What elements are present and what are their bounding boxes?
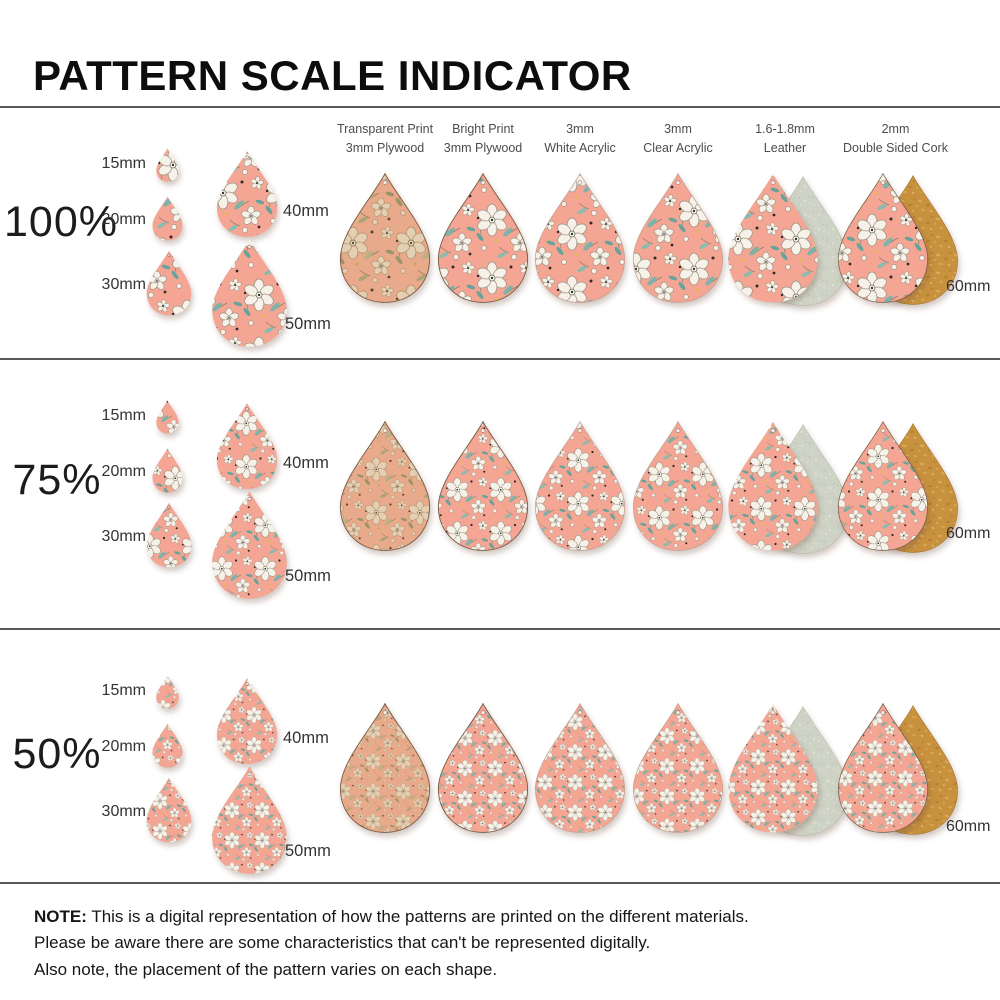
page-title: PATTERN SCALE INDICATOR (33, 52, 632, 100)
size-label-50mm: 50mm (285, 567, 331, 585)
column-header-bright-plywood: Bright Print 3mm Plywood (443, 122, 523, 155)
size-label-40mm: 40mm (283, 202, 329, 220)
teardrop-40mm (216, 678, 278, 764)
teardrop-30mm (146, 777, 192, 843)
sample-clear-acrylic (633, 702, 723, 833)
sample-white-acrylic (535, 420, 625, 551)
column-header-clear-acrylic: 3mm Clear Acrylic (643, 122, 713, 155)
column-header-white-acrylic: 3mm White Acrylic (544, 122, 616, 155)
teardrop-15mm (156, 675, 179, 709)
scale-row-50: 50% 15mm 20mm 30mm 40mm 50mm 60mm (0, 628, 1000, 882)
size-label-30mm: 30mm (101, 276, 146, 293)
teardrop-20mm (152, 723, 183, 768)
sample-leather-pair (727, 172, 853, 312)
column-header-transparent-plywood: Transparent Print 3mm Plywood (336, 122, 434, 155)
note-line-2: Please be aware there are some character… (34, 933, 651, 953)
scale-row-75: 75% 15mm 20mm 30mm 40mm 50mm 60mm (0, 358, 1000, 628)
sample-leather-pair (727, 420, 853, 560)
column-header-cork: 2mm Double Sided Cork (843, 122, 948, 155)
teardrop-40mm (216, 403, 278, 489)
teardrop-20mm (152, 448, 183, 493)
size-label-20mm: 20mm (101, 738, 146, 755)
size-label-20mm: 20mm (101, 463, 146, 480)
sample-transparent-plywood (339, 702, 431, 833)
column-header-leather: 1.6-1.8mm Leather (755, 122, 815, 155)
sample-cork-pair (837, 702, 963, 842)
sample-clear-acrylic (633, 420, 723, 551)
size-label-20mm: 20mm (101, 211, 146, 228)
sample-leather-front (728, 173, 818, 303)
sample-cork-pair (837, 172, 963, 312)
sample-transparent-plywood (339, 420, 431, 551)
scale-row-100: Transparent Print 3mm Plywood Bright Prin… (0, 106, 1000, 358)
sample-bright-plywood (437, 702, 529, 833)
sample-clear-acrylic (633, 172, 723, 303)
note-line-1: NOTE: This is a digital representation o… (34, 907, 749, 926)
sample-leather-front (728, 421, 818, 551)
size-label-30mm: 30mm (101, 803, 146, 820)
sample-cork-front (838, 172, 928, 303)
size-label-15mm: 15mm (101, 407, 146, 424)
size-label-30mm: 30mm (101, 528, 146, 545)
size-label-40mm: 40mm (283, 729, 329, 747)
teardrop-15mm (156, 148, 179, 182)
scale-percent-label: 50% (12, 730, 102, 778)
scale-percent-label: 75% (12, 456, 102, 504)
sample-transparent-plywood (339, 172, 431, 303)
scale-percent-label: 100% (4, 198, 118, 246)
sample-cork-front (838, 420, 928, 551)
size-label-15mm: 15mm (101, 155, 146, 172)
teardrop-50mm (212, 239, 287, 347)
sample-cork-front (838, 702, 928, 833)
sample-cork-pair (837, 420, 963, 560)
size-label-50mm: 50mm (285, 315, 331, 333)
teardrop-30mm (146, 250, 192, 316)
size-label-60mm: 60mm (946, 525, 991, 542)
teardrop-30mm (146, 502, 192, 568)
teardrop-15mm (156, 400, 179, 434)
sample-leather-front (728, 703, 818, 833)
teardrop-50mm (212, 766, 287, 874)
size-label-60mm: 60mm (946, 818, 991, 835)
teardrop-20mm (152, 196, 183, 241)
teardrop-50mm (212, 491, 287, 599)
sample-bright-plywood (437, 172, 529, 303)
note-section: NOTE: This is a digital representation o… (0, 882, 1000, 1000)
note-label: NOTE: (34, 907, 87, 926)
sample-white-acrylic (535, 702, 625, 833)
size-label-60mm: 60mm (946, 278, 991, 295)
teardrop-40mm (216, 151, 278, 237)
note-line-3: Also note, the placement of the pattern … (34, 959, 498, 979)
sample-leather-pair (727, 702, 853, 842)
sample-bright-plywood (437, 420, 529, 551)
size-label-15mm: 15mm (101, 682, 146, 699)
size-label-40mm: 40mm (283, 454, 329, 472)
size-label-50mm: 50mm (285, 842, 331, 860)
sample-white-acrylic (535, 172, 625, 303)
